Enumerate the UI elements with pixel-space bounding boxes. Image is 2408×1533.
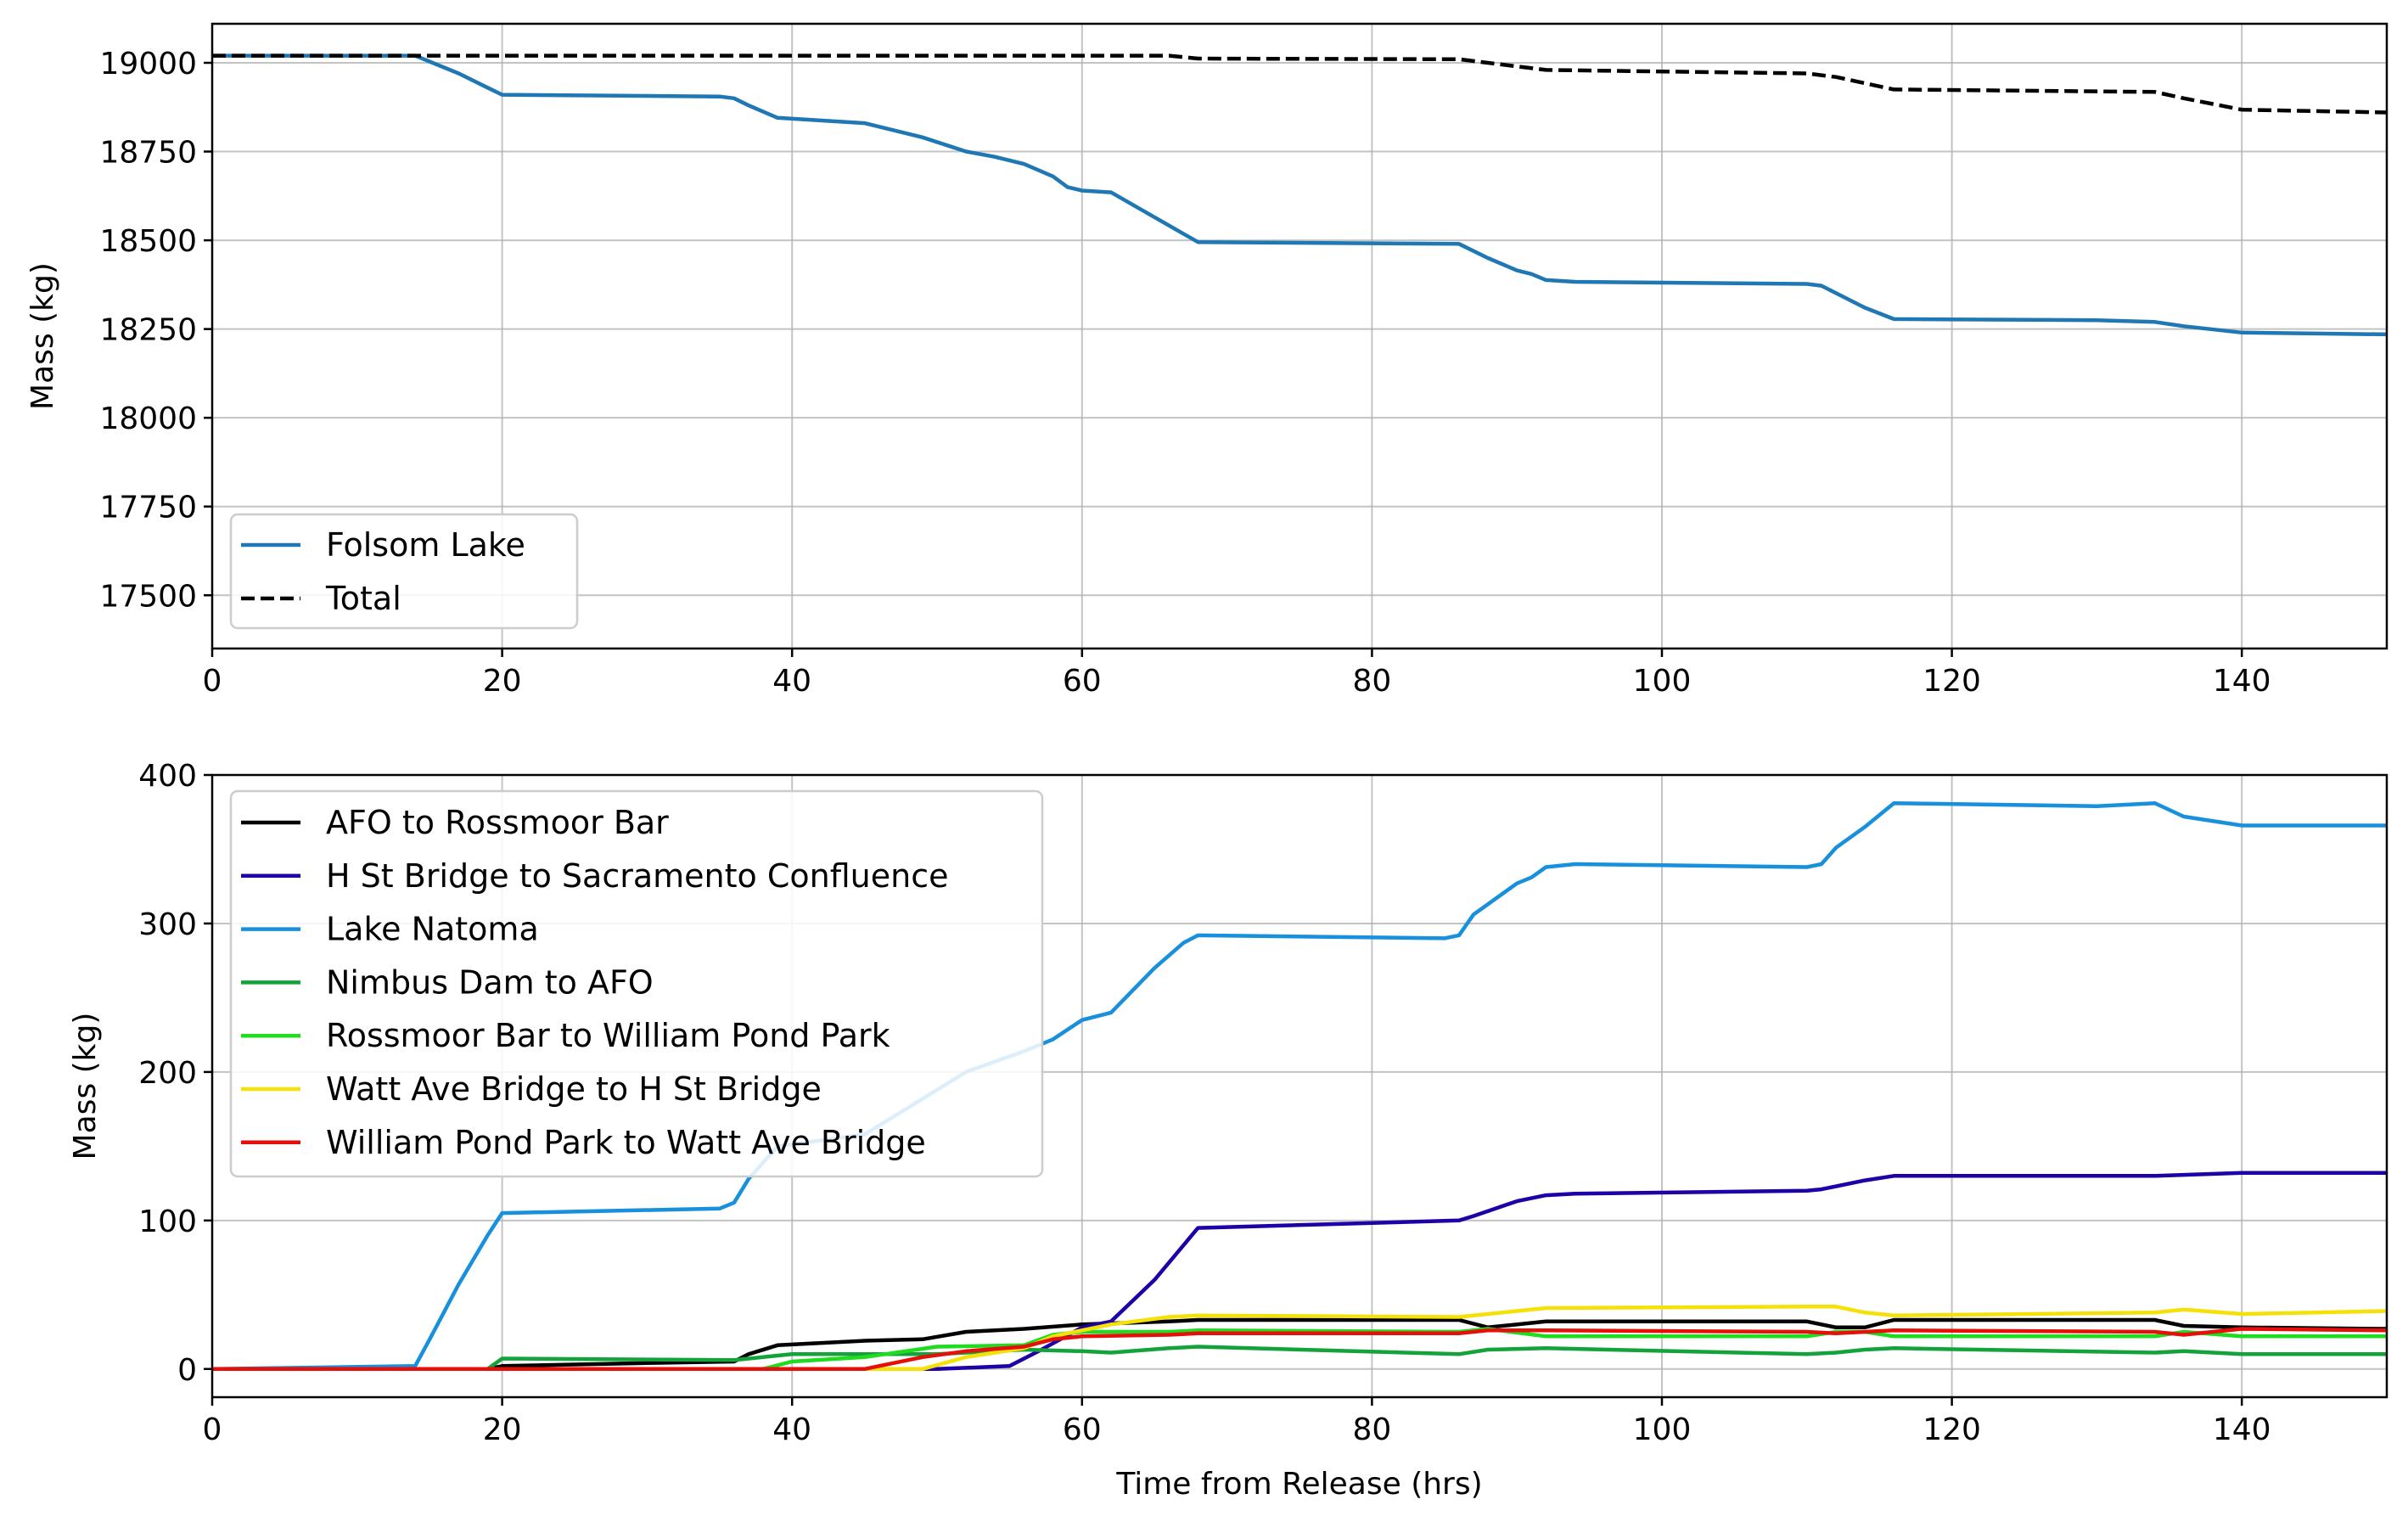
x-tick-label: 20 [483,664,522,699]
x-tick-label: 120 [1922,664,1981,699]
legend-label: H St Bridge to Sacramento Confluence [326,857,948,895]
series-line-1-1 [212,53,2387,337]
x-tick-label: 0 [203,1412,222,1447]
x-tick-label: 120 [1922,1412,1981,1447]
y-tick-label: 200 [138,1056,197,1091]
x-axis-title: Time from Release (hrs) [1115,1467,1482,1502]
legend: Folsom Lake Total [229,513,579,630]
series-line-2-3 [212,800,2387,1372]
x-tick-label: 0 [203,664,222,699]
series-line-2-2 [212,1171,2387,1372]
plot-frame [210,773,2388,1399]
legend: AFO to Rossmoor Bar H St Bridge to Sacram… [229,789,1044,1178]
legend-label: Watt Ave Bridge to H St Bridge [326,1070,822,1108]
legend-label: Folsom Lake [326,526,525,564]
x-tick-label: 40 [772,664,811,699]
y-tick-label: 17500 [99,579,197,614]
x-tick-label: 60 [1063,664,1102,699]
x-tick-label: 100 [1633,1412,1692,1447]
chart-panel-1: 0 20 40 60 80 100 120 140 17500 17750 18000 18250 18… [25,22,2388,699]
y-tick-label: 17750 [99,491,197,525]
y-tick-label: 100 [138,1204,197,1239]
x-tick-label: 80 [1352,664,1391,699]
series-line-2-4 [212,1345,2387,1372]
x-tick-label: 80 [1352,1412,1391,1447]
y-tick-label: 18250 [99,313,197,348]
series-line-2-7 [212,1327,2387,1372]
y-tick-label: 19000 [99,47,197,81]
legend-label: AFO to Rossmoor Bar [326,804,669,841]
y-tick-label: 400 [138,759,197,794]
series-line-2-1 [212,1317,2387,1372]
y-axis-title: Mass (kg) [25,262,60,410]
plot-frame [210,22,2388,650]
x-tick-label: 140 [2213,1412,2271,1447]
x-tick-label: 140 [2213,664,2271,699]
y-axis-title: Mass (kg) [68,1013,103,1160]
y-tick-label: 0 [177,1353,197,1388]
y-tick-label: 18500 [99,224,197,259]
legend-label: Rossmoor Bar to William Pond Park [326,1017,890,1054]
y-tick-label: 300 [138,907,197,942]
legend-frame [229,513,579,630]
series-line-1-2 [212,53,2387,115]
chart-panel-2: 0 20 40 60 80 100 120 140 0 100 200 300 400 Mass (kg)… [68,759,2388,1502]
x-tick-label: 20 [483,1412,522,1447]
legend-label: Lake Natoma [326,911,539,948]
x-tick-label: 40 [772,1412,811,1447]
y-tick-label: 18000 [99,402,197,436]
x-tick-label: 100 [1633,664,1692,699]
legend-frame [229,789,1044,1178]
x-tick-label: 60 [1063,1412,1102,1447]
legend-label: William Pond Park to Watt Ave Bridge [326,1124,926,1161]
legend-label: Nimbus Dam to AFO [326,963,654,1001]
y-tick-label: 18750 [99,136,197,171]
legend-label: Total [325,580,401,617]
